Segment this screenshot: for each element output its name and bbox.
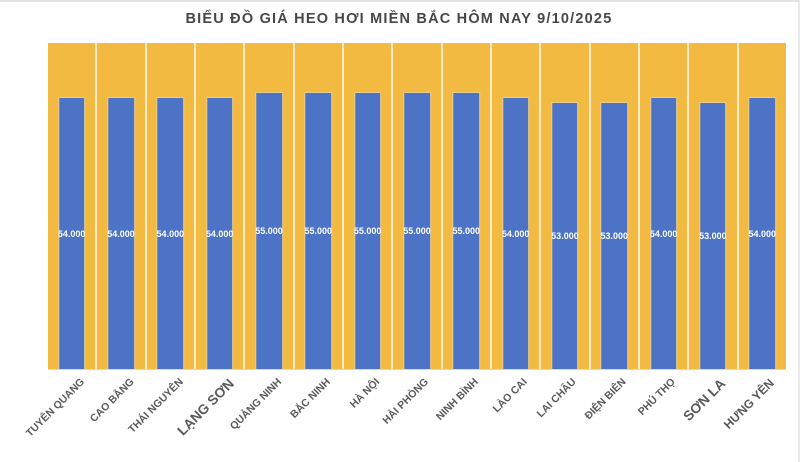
- bar-value-label: 53.000: [551, 231, 579, 242]
- bar: 55.000: [452, 92, 481, 370]
- x-axis-label: LAI CHÂU: [535, 376, 580, 420]
- chart-column: 54.000: [48, 43, 98, 370]
- bar: 55.000: [353, 92, 382, 370]
- chart-column: 55.000: [295, 43, 344, 370]
- x-axis-label: CAO BẰNG: [87, 376, 137, 425]
- x-axis-label: LẠNG SƠN: [174, 376, 237, 439]
- chart-column: 54.000: [97, 43, 147, 370]
- chart-column: 54.000: [492, 43, 542, 370]
- x-axis-label: HƯNG YÊN: [721, 376, 778, 432]
- chart-title: BIỂU ĐỒ GIÁ HEO HƠI MIỀN BẮC HÔM NAY 9/1…: [185, 11, 613, 27]
- bar-value-label: 54.000: [205, 228, 234, 239]
- bar: 53.000: [699, 102, 727, 370]
- x-axis-label: SƠN LA: [680, 376, 729, 424]
- bar-value-label: 55.000: [255, 226, 283, 237]
- x-axis-label: HÀ NỘI: [347, 376, 383, 411]
- chart-column: 55.000: [245, 43, 295, 370]
- bar: 54.000: [649, 97, 678, 370]
- x-axis-label: ĐIỆN BIÊN: [582, 376, 629, 423]
- chart-column: 54.000: [196, 43, 246, 370]
- x-axis-label: NINH BÌNH: [433, 376, 481, 423]
- bar-value-label: 54.000: [107, 228, 135, 239]
- chart-column: 55.000: [443, 43, 492, 370]
- bar-value-label: 55.000: [304, 226, 333, 237]
- bar: 54.000: [57, 97, 86, 370]
- bar-value-label: 55.000: [353, 226, 382, 237]
- bar: 54.000: [205, 97, 234, 370]
- x-axis-label: HẢI PHÒNG: [380, 376, 432, 427]
- chart-column: 55.000: [393, 43, 443, 370]
- chart-column: 54.000: [640, 43, 690, 370]
- bar-value-label: 54.000: [57, 228, 86, 239]
- bar: 54.000: [107, 97, 135, 370]
- bar: 54.000: [748, 97, 777, 370]
- bar: 54.000: [501, 97, 530, 370]
- bar-value-label: 55.000: [452, 226, 481, 237]
- bar: 55.000: [255, 92, 283, 370]
- chart-column: 54.000: [147, 43, 196, 370]
- x-axis-label: BẮC NINH: [288, 376, 334, 421]
- bar-value-label: 53.000: [699, 231, 727, 242]
- bar-value-label: 54.000: [156, 228, 185, 239]
- bar-value-label: 54.000: [501, 228, 530, 239]
- bar-value-label: 53.000: [600, 231, 629, 242]
- chart-column: 53.000: [689, 43, 739, 370]
- bar: 54.000: [156, 97, 185, 370]
- bar-value-label: 54.000: [649, 228, 678, 239]
- chart-column: 53.000: [541, 43, 591, 370]
- x-axis-label: LÀO CAI: [490, 376, 530, 416]
- x-axis-label: TUYÊN QUANG: [23, 376, 88, 440]
- bar: 53.000: [600, 102, 629, 370]
- bar-value-label: 55.000: [403, 226, 431, 237]
- chart-column: 54.000: [739, 43, 786, 370]
- x-axis-label: QUẢNG NINH: [227, 376, 284, 433]
- bar-value-label: 54.000: [748, 228, 777, 239]
- chart-plot: 54.000 54.000 54.000 54.000 55.000 55.000 55.0…: [48, 43, 786, 370]
- bar: 55.000: [403, 92, 431, 370]
- x-axis-label: PHÚ THỌ: [635, 376, 678, 418]
- bar: 53.000: [551, 102, 579, 370]
- chart-column: 53.000: [591, 43, 640, 370]
- x-axis-label: THÁI NGUYÊN: [125, 376, 186, 436]
- chart-column: 55.000: [344, 43, 394, 370]
- bar: 55.000: [304, 92, 333, 370]
